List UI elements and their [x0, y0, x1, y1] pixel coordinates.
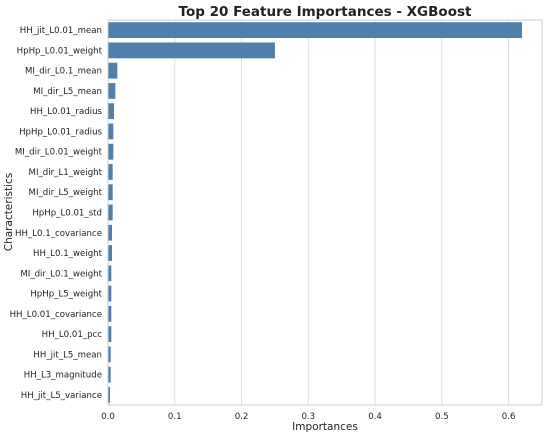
bar [108, 123, 114, 140]
y-tick-label: MI_dir_L0.1_weight [20, 269, 102, 279]
plot-frame [107, 19, 543, 406]
x-tick-label: 0.2 [235, 412, 249, 422]
y-tick-label: HH_L0.01_covariance [10, 310, 102, 320]
bar [108, 224, 113, 241]
y-tick-label: HpHp_L0.01_std [32, 209, 102, 219]
y-tick-label: HpHp_L0.01_weight [17, 46, 103, 56]
bar [108, 285, 112, 302]
gridlines [107, 20, 510, 405]
y-tick-label: MI_dir_L5_mean [33, 87, 102, 97]
x-axis-ticks: 0.0 0.1 0.2 0.3 0.4 0.5 0.6 [101, 412, 515, 422]
y-tick-label: MI_dir_L0.1_mean [25, 67, 102, 77]
y-tick-label: HH_L3_magnitude [24, 371, 102, 381]
bar [108, 326, 112, 342]
x-tick-label: 0.3 [301, 412, 315, 422]
bar [108, 83, 116, 99]
x-tick-label: 0.6 [502, 412, 516, 422]
y-tick-label: MI_dir_L1_weight [29, 168, 103, 178]
chart-title: Top 20 Feature Importances - XGBoost [179, 4, 472, 20]
x-tick-label: 0.4 [368, 412, 382, 422]
bar [108, 265, 112, 282]
y-axis-ticks: HH_jit_L0.01_mean HpHp_L0.01_weight MI_dir… [10, 26, 103, 401]
bar [108, 62, 118, 79]
y-tick-label: HH_jit_L5_variance [21, 391, 102, 401]
bar [108, 245, 113, 261]
bar [108, 103, 115, 120]
bar [108, 204, 113, 221]
bar [108, 164, 113, 180]
y-tick-label: HH_L0.01_radius [30, 107, 103, 117]
y-tick-label: HpHp_L0.01_radius [19, 127, 102, 137]
x-axis-label: Importances [292, 421, 358, 433]
y-tick-label: MI_dir_L5_weight [29, 188, 103, 198]
y-tick-label: HH_L0.1_weight [33, 249, 103, 259]
y-tick-label: HH_L0.01_pcc [42, 330, 103, 340]
bars [108, 22, 522, 403]
bar [108, 305, 112, 322]
x-tick-label: 0.5 [435, 412, 449, 422]
bar [108, 42, 275, 59]
bar [108, 143, 114, 160]
y-tick-label: MI_dir_L0.01_weight [15, 148, 103, 158]
y-tick-label: HH_jit_L0.01_mean [20, 26, 102, 36]
bar [108, 184, 113, 201]
y-axis-label: Characteristics [3, 173, 15, 252]
x-tick-label: 0.0 [101, 412, 115, 422]
y-tick-label: HH_L0.1_covariance [15, 229, 102, 239]
bar [108, 386, 111, 403]
y-tick-label: HH_jit_L5_mean [33, 350, 102, 360]
x-tick-label: 0.1 [168, 412, 182, 422]
bar [108, 366, 111, 383]
bar [108, 346, 111, 363]
y-tick-label: HpHp_L5_weight [30, 290, 102, 300]
bar [108, 22, 522, 39]
